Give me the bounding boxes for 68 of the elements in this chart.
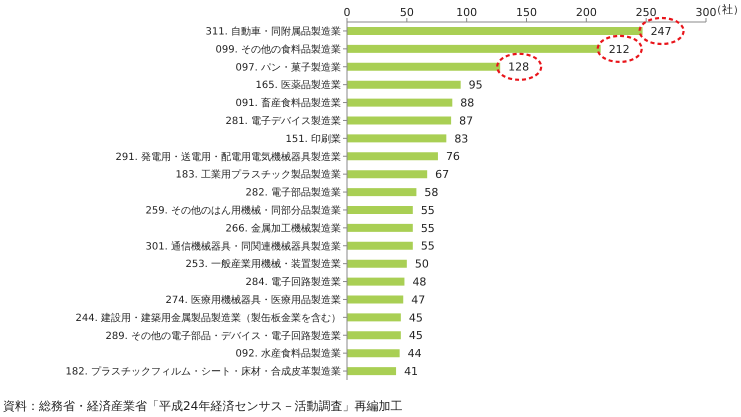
bar <box>347 260 407 268</box>
bar <box>347 349 400 358</box>
y-tick-label: 301. 通信機械器具・同関連機械器具製造業 <box>146 240 341 252</box>
data-label: 76 <box>446 150 460 164</box>
x-tick-label: 50 <box>400 6 414 19</box>
bar <box>347 313 401 322</box>
y-tick-label: 281. 電子デバイス製造業 <box>226 114 341 127</box>
bar <box>347 278 404 286</box>
bar <box>347 206 413 214</box>
bar <box>347 44 601 53</box>
y-tick-label: 091. 畜産食料品製造業 <box>236 97 341 110</box>
x-tick-label: 250 <box>636 6 657 19</box>
y-tick-label: 165. 医薬品製造業 <box>256 79 341 92</box>
text: 資料：総務省・経済産業省「平成24年経済センサス－活動調査」再編加工 <box>3 398 402 415</box>
bar <box>347 188 416 196</box>
data-label: 247 <box>650 24 672 38</box>
data-label: 212 <box>608 42 630 56</box>
y-tick-label: 092. 水産食料品製造業 <box>236 348 341 360</box>
data-label: 87 <box>459 114 474 128</box>
x-tick-label: 300 <box>696 6 716 19</box>
data-label: 67 <box>435 168 450 182</box>
x-tick-label: 0 <box>344 6 350 19</box>
data-label: 55 <box>420 204 435 217</box>
bar <box>347 242 413 250</box>
bar <box>347 116 452 124</box>
y-tick-label: 183. 工業用プラスチック製品製造業 <box>176 168 341 181</box>
bar <box>347 170 428 178</box>
data-label: 58 <box>424 186 438 199</box>
bar <box>347 98 452 107</box>
data-label: 55 <box>420 240 435 253</box>
y-tick-label: 284. 電子回路製造業 <box>246 276 341 288</box>
data-label: 50 <box>414 258 429 271</box>
x-tick-label: 200 <box>576 6 597 19</box>
data-label: 44 <box>408 347 422 360</box>
y-tick-label: 282. 電子部品製造業 <box>246 186 341 199</box>
y-tick-label: 291. 発電用・送電用・配電用電気機械器具製造業 <box>116 150 341 163</box>
y-tick-label: 266. 金属加工機械製造業 <box>226 222 341 234</box>
data-label: 128 <box>508 60 530 74</box>
y-tick-label: 244. 建設用・建築用金属製品製造業（製缶板金業を含む） <box>76 312 341 324</box>
bar <box>347 296 404 304</box>
data-label: 55 <box>420 222 435 235</box>
y-tick-label: 097. パン・菓子製造業 <box>236 61 341 74</box>
bar <box>347 134 446 142</box>
bar <box>347 224 413 232</box>
data-label: 88 <box>460 96 474 110</box>
bar <box>347 331 401 340</box>
data-label: 41 <box>404 364 418 378</box>
x-tick-label: 150 <box>516 6 537 19</box>
bar <box>347 27 643 35</box>
y-tick-label: 253. 一般産業用機械・装置製造業 <box>186 258 341 270</box>
y-tick-label: 259. その他のはん用機械・同部分品製造業 <box>146 204 341 216</box>
data-label: 45 <box>408 329 423 342</box>
y-tick-label: 289. その他の電子部品・デバイス・電子回路製造業 <box>106 330 341 342</box>
bar <box>347 152 438 160</box>
data-label: 48 <box>412 275 426 288</box>
y-tick-label: 182. プラスチックフィルム・シート・床材・合成皮革製造業 <box>66 366 341 378</box>
bar <box>347 80 461 89</box>
x-tick-label: 100 <box>456 6 478 19</box>
y-tick-label: 151. 印刷業 <box>286 132 341 145</box>
y-tick-label: 099. その他の食料品製造業 <box>216 43 341 56</box>
y-tick-label: 311. 自動車・同附属品製造業 <box>206 25 341 38</box>
data-label: 47 <box>411 293 426 306</box>
data-label: 95 <box>468 78 483 92</box>
data-label: 83 <box>454 132 468 146</box>
y-tick-label: 274. 医療用機械器具・医療用品製造業 <box>166 294 341 306</box>
bar <box>347 62 500 71</box>
bar <box>347 367 396 376</box>
data-label: 45 <box>408 311 423 324</box>
